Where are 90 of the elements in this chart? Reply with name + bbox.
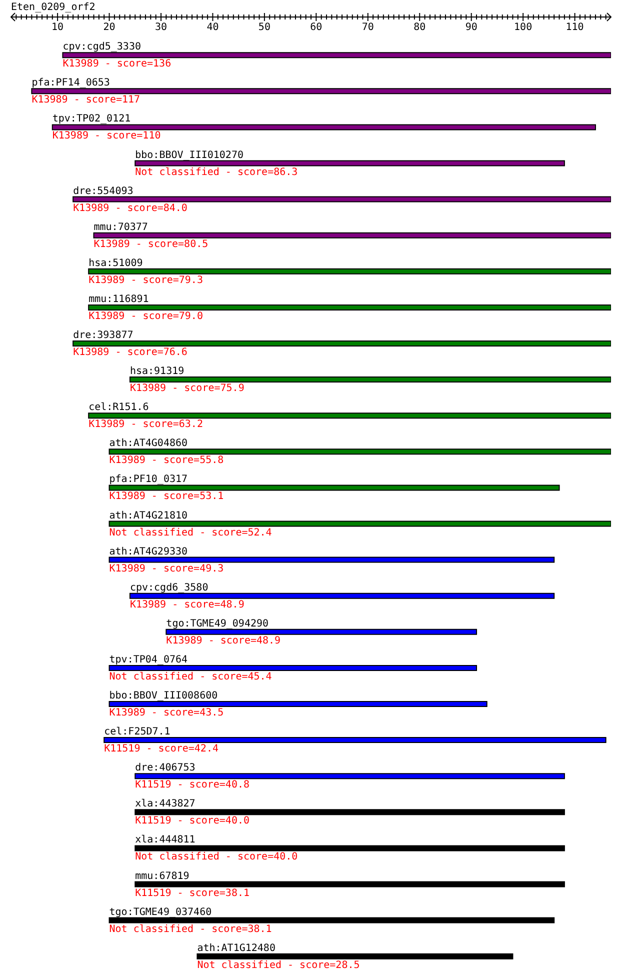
annotation: Not classified - score=45.4 — [109, 671, 272, 682]
y-tick-label: pfa:PF14_0653 — [32, 78, 110, 89]
x-tick-label: 80 — [414, 22, 426, 33]
annotation: K13989 - score=79.3 — [88, 274, 203, 286]
bar — [72, 196, 611, 202]
y-tick-label: dre:406753 — [135, 762, 196, 774]
bar — [108, 520, 611, 527]
annotation: K11519 - score=38.1 — [135, 888, 250, 899]
bar — [134, 809, 565, 816]
y-tick-label: ath:AT4G29330 — [109, 546, 188, 558]
bar — [166, 628, 478, 635]
y-tick-label: pfa:PF10_0317 — [109, 474, 188, 486]
bar — [72, 340, 611, 346]
annotation: K13989 - score=48.9 — [166, 635, 281, 646]
bar — [62, 52, 611, 58]
x-tick-label: 110 — [566, 22, 584, 33]
y-tick-label: dre:554093 — [73, 186, 134, 197]
annotation: K13989 - score=49.3 — [109, 563, 224, 574]
y-tick-label: mmu:70377 — [94, 222, 148, 233]
annotation: Not classified - score=40.0 — [135, 852, 298, 863]
bar — [129, 376, 611, 383]
y-tick-label: cpv:cgd5_3330 — [62, 42, 142, 53]
bar — [108, 484, 560, 491]
y-tick-label: dre:393877 — [73, 330, 134, 341]
bar — [88, 304, 611, 310]
x-tick-label: 50 — [258, 22, 270, 33]
bar — [129, 592, 555, 599]
x-tick-label: 60 — [310, 22, 322, 33]
bar — [108, 448, 611, 455]
annotation: K11519 - score=40.0 — [135, 816, 250, 827]
annotation: K13989 - score=76.6 — [73, 347, 188, 358]
annotation: K13989 - score=43.5 — [109, 708, 224, 718]
annotation: K11519 - score=40.8 — [135, 780, 250, 791]
y-tick-label: cpv:cgd6_3580 — [130, 582, 208, 594]
y-tick-label: ath:AT4G04860 — [109, 438, 188, 450]
x-tick-label: 40 — [206, 22, 219, 33]
annotation: K13989 - score=80.5 — [94, 238, 208, 250]
annotation: K13989 - score=84.0 — [73, 202, 188, 214]
bar — [108, 556, 555, 563]
annotation: K13989 - score=110 — [52, 130, 161, 142]
y-tick-label: xla:444811 — [135, 834, 196, 846]
bar — [88, 268, 611, 274]
y-tick-label: ath:AT1G12480 — [197, 942, 276, 954]
annotation: K13989 - score=75.9 — [130, 383, 244, 394]
bar — [93, 232, 611, 238]
x-tick-label: 90 — [465, 22, 478, 33]
annotation: K13989 - score=53.1 — [109, 491, 224, 502]
bar — [134, 845, 565, 852]
bar — [52, 124, 596, 130]
x-tick-label: 10 — [52, 22, 64, 33]
y-tick-label: bbo:BBOV_III008600 — [109, 690, 218, 702]
y-tick-label: tpv:TP04_0764 — [109, 654, 188, 666]
annotation: Not classified - score=38.1 — [109, 924, 272, 935]
y-tick-label: xla:443827 — [135, 798, 196, 810]
bar — [88, 412, 611, 419]
chart-title: Eten_0209_orf2 — [11, 2, 96, 13]
bar — [134, 881, 565, 888]
y-tick-label: hsa:91319 — [130, 366, 184, 378]
annotation: Not classified - score=86.3 — [135, 166, 298, 178]
annotation: K13989 - score=63.2 — [88, 419, 203, 430]
bar — [134, 773, 565, 780]
x-tick-label: 20 — [103, 22, 116, 33]
annotation: K13989 - score=136 — [62, 58, 172, 70]
x-tick-label: 70 — [362, 22, 374, 33]
y-tick-label: cel:F25D7.1 — [104, 726, 170, 738]
y-tick-label: bbo:BBOV_III010270 — [135, 150, 244, 161]
bar — [134, 160, 565, 166]
y-tick-label: tgo:TGME49_037460 — [109, 906, 212, 918]
y-tick-label: cel:R151.6 — [88, 402, 149, 414]
annotation: Not classified - score=28.5 — [197, 960, 360, 971]
y-tick-label: mmu:116891 — [88, 294, 149, 305]
y-tick-label: hsa:51009 — [88, 258, 143, 269]
bar — [108, 664, 478, 671]
bar — [31, 88, 611, 94]
x-tick-label: 100 — [514, 22, 532, 33]
annotation: K13989 - score=79.0 — [88, 310, 203, 322]
y-tick-label: tpv:TP02_0121 — [52, 114, 131, 125]
bar — [108, 701, 488, 707]
y-tick-label: mmu:67819 — [135, 870, 190, 882]
bar — [108, 917, 555, 924]
x-tick-label: 30 — [154, 22, 168, 33]
annotation: K13989 - score=48.9 — [130, 599, 244, 610]
annotation: Not classified - score=52.4 — [109, 527, 272, 538]
bar — [104, 737, 606, 744]
bar — [196, 953, 514, 960]
annotation: K13989 - score=55.8 — [109, 455, 224, 466]
annotation: K13989 - score=117 — [32, 94, 140, 106]
y-tick-label: ath:AT4G21810 — [109, 510, 188, 522]
annotation: K11519 - score=42.4 — [104, 744, 218, 755]
y-tick-label: tgo:TGME49_094290 — [166, 618, 269, 630]
